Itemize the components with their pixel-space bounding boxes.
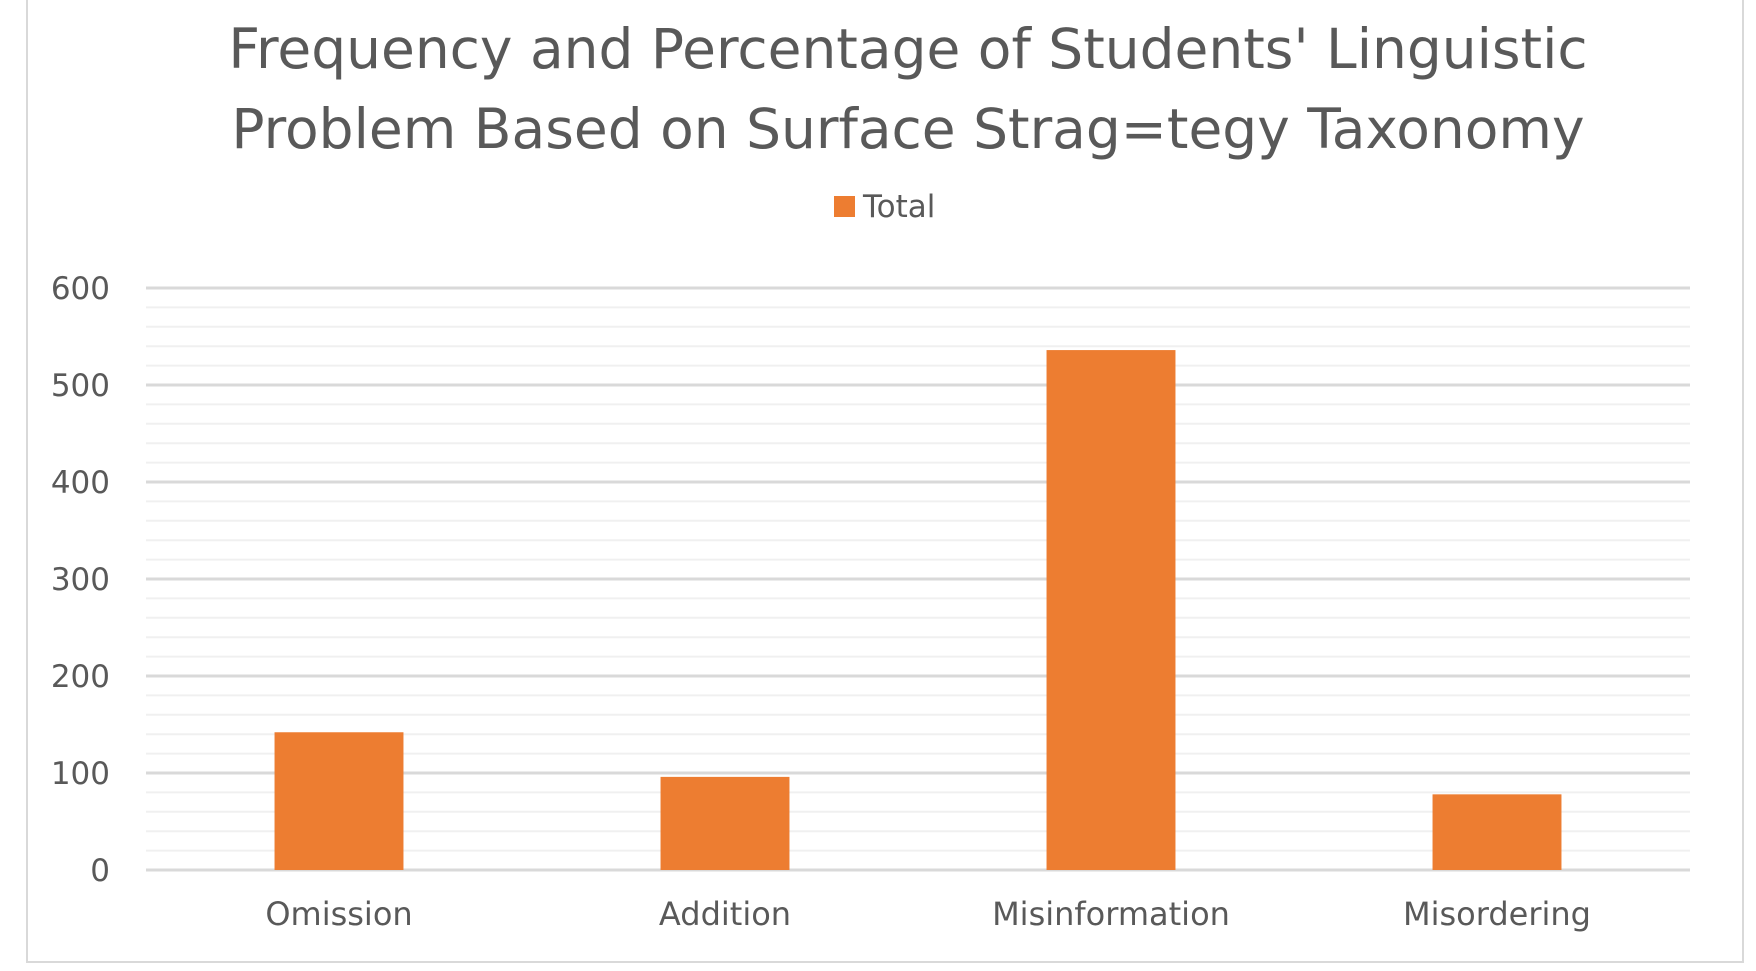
x-axis-category-labels: Omission Addition Misinformation Misorderin… <box>265 895 1591 933</box>
x-category-label: Omission <box>265 895 412 933</box>
legend-label-total: Total <box>862 189 935 225</box>
bars <box>274 350 1562 871</box>
y-tick-label: 0 <box>90 853 110 889</box>
major-gridlines <box>146 286 1690 872</box>
bar-misinformation <box>1046 350 1176 871</box>
chart-title: Frequency and Percentage of Students' Li… <box>228 17 1587 161</box>
bar-addition <box>660 776 790 870</box>
chart-title-line-1: Frequency and Percentage of Students' Li… <box>228 17 1587 81</box>
y-axis-tick-labels: 0 100 200 300 400 500 600 <box>51 271 110 889</box>
y-tick-label: 200 <box>51 659 110 695</box>
y-tick-label: 300 <box>51 562 110 598</box>
x-category-label: Addition <box>659 895 791 933</box>
y-tick-label: 600 <box>51 271 110 307</box>
x-category-label: Misordering <box>1403 895 1591 933</box>
bar-omission <box>274 732 404 870</box>
legend: Total <box>834 189 935 225</box>
y-tick-label: 500 <box>51 368 110 404</box>
chart-title-line-2: Problem Based on Surface Strag=tegy Taxo… <box>231 97 1584 161</box>
x-category-label: Misinformation <box>992 895 1230 933</box>
y-tick-label: 100 <box>51 756 110 792</box>
y-tick-label: 400 <box>51 465 110 501</box>
legend-swatch-total <box>834 196 855 217</box>
bar-misordering <box>1432 794 1562 870</box>
